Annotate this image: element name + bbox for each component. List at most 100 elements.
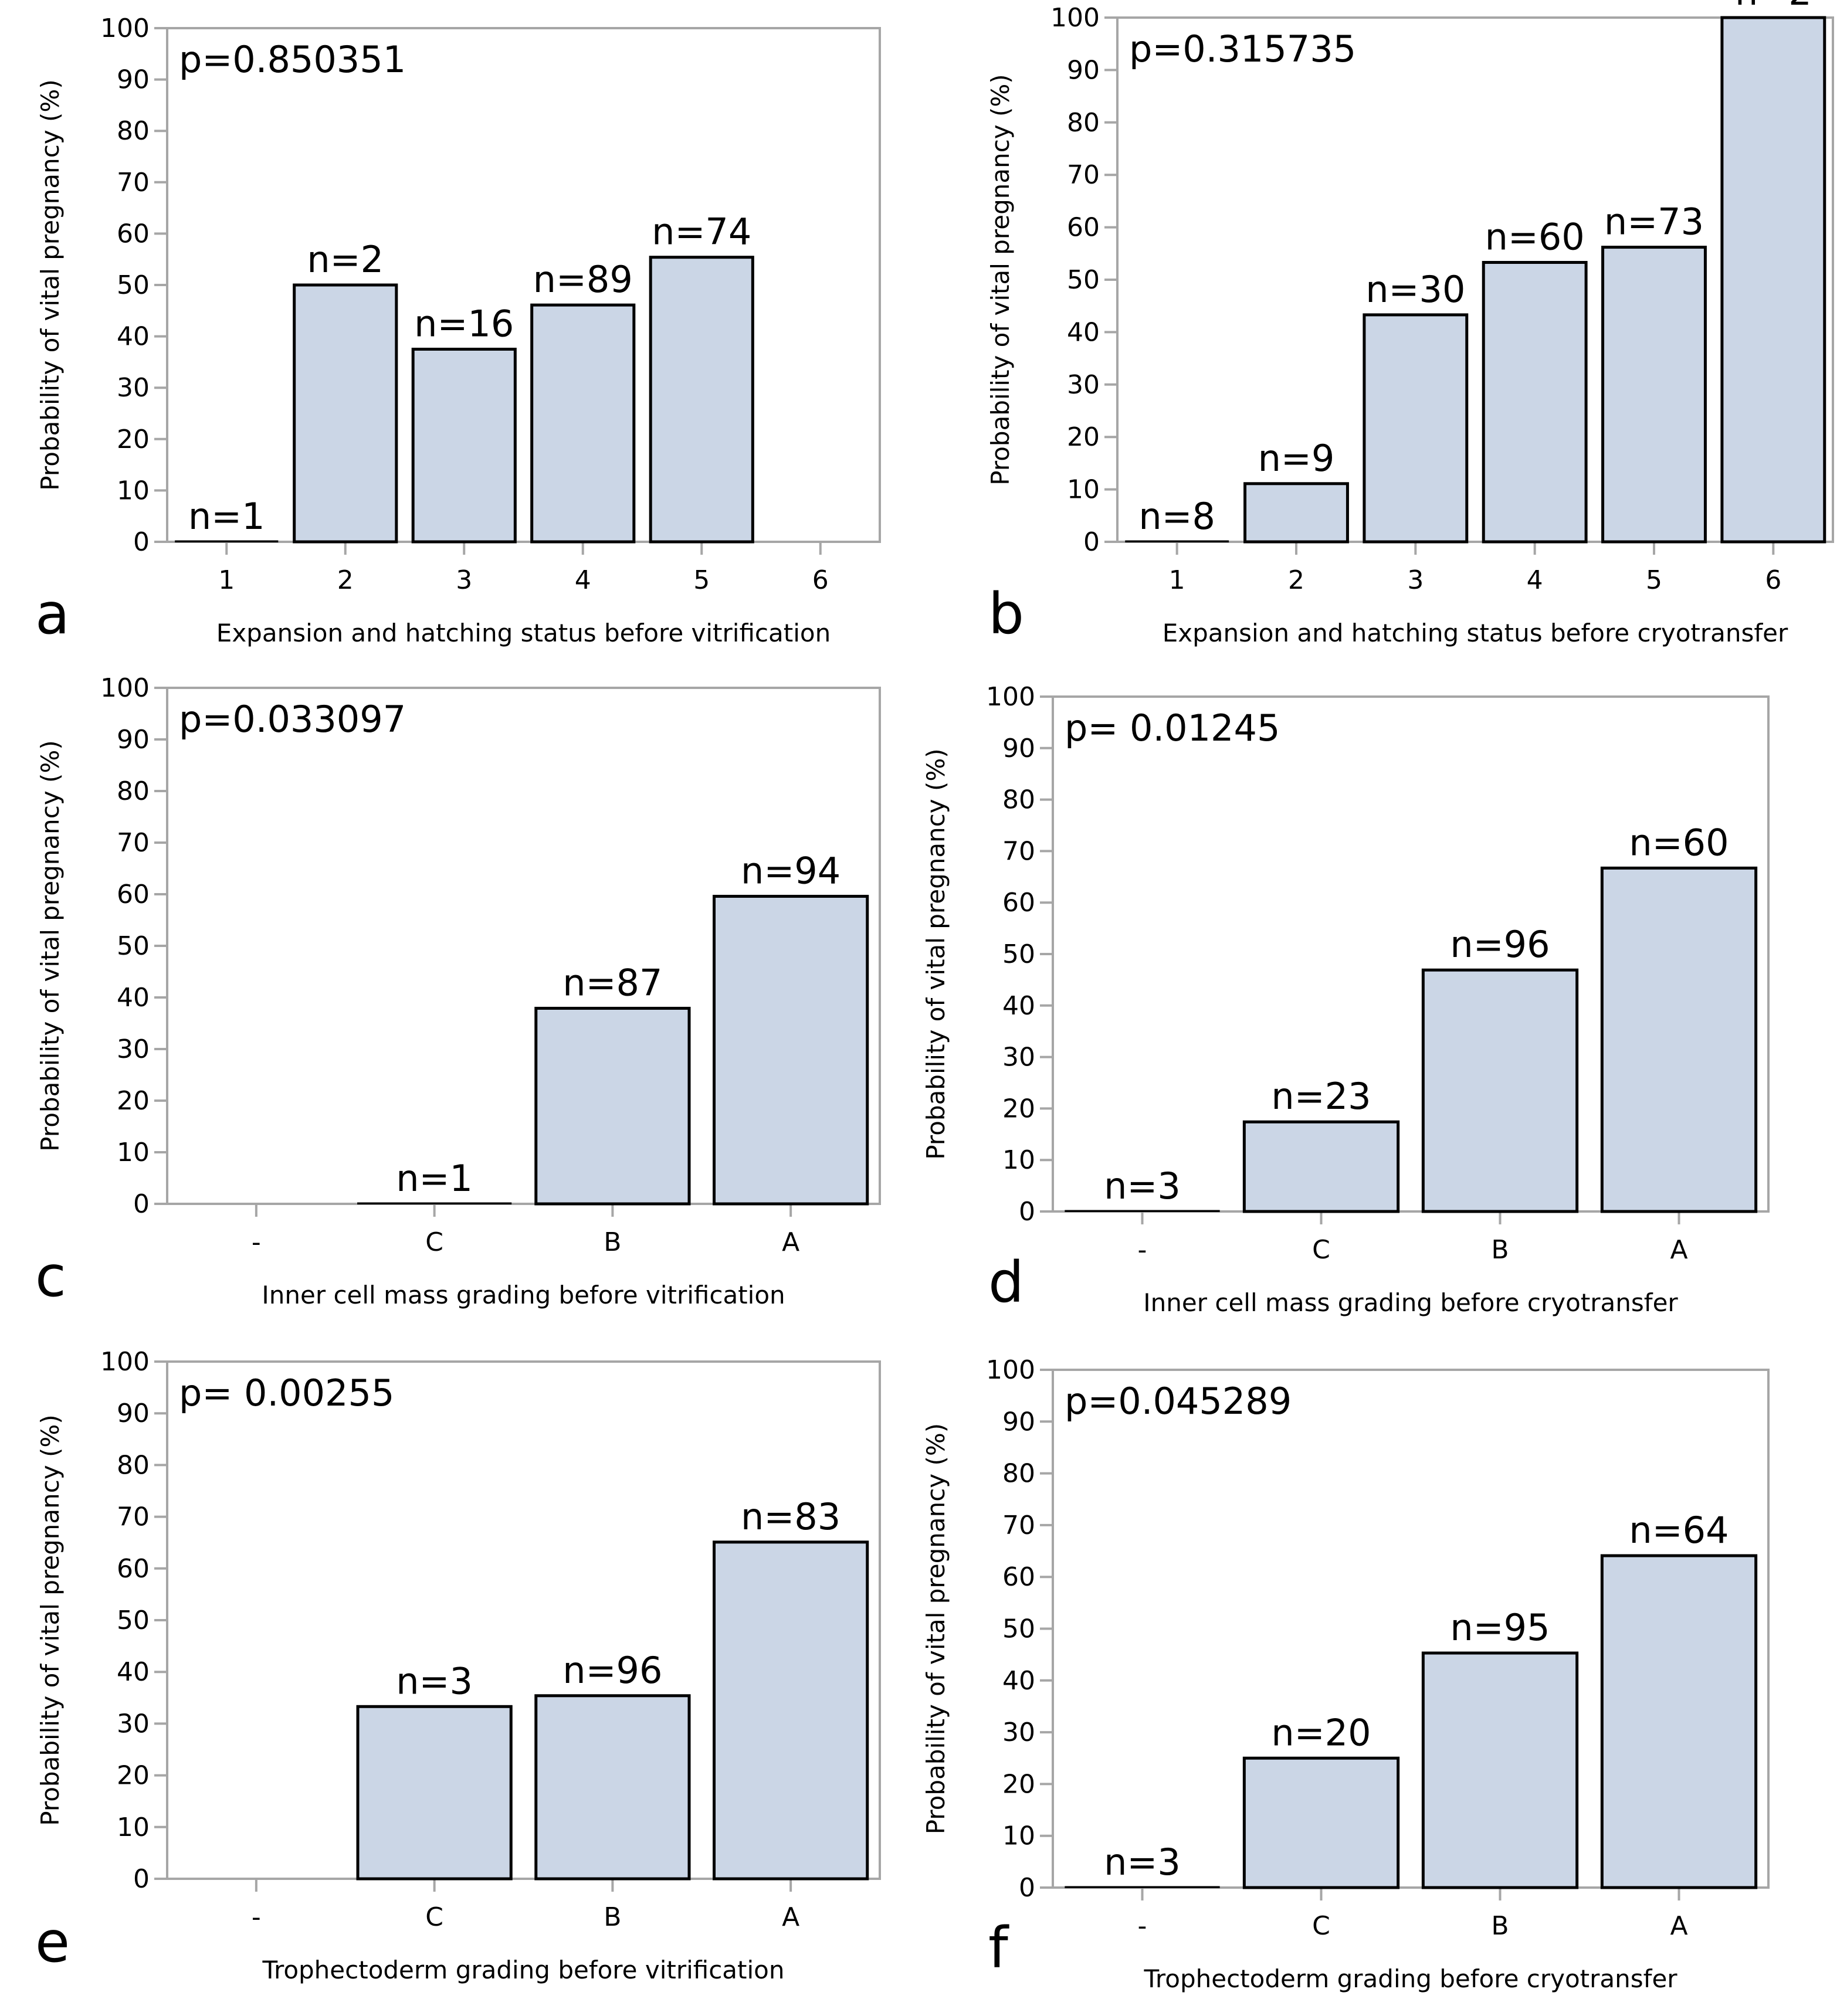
y-tick-label: 60 <box>117 880 150 909</box>
y-tick-label: 20 <box>117 425 150 454</box>
bar-data-label: n=60 <box>1485 215 1585 258</box>
y-tick-label: 20 <box>1002 1094 1035 1124</box>
chart-panel-d: 0 10 20 30 40 50 60 70 80 90 100 - n=3 Cn=23 Bn=96 An=6… <box>921 682 1770 1317</box>
bar-- <box>1065 1210 1220 1212</box>
bar-data-label: n=96 <box>1450 923 1550 966</box>
y-tick-label: 80 <box>1002 785 1035 815</box>
y-tick-label: 10 <box>117 1138 150 1167</box>
y-tick-label: 80 <box>117 116 150 146</box>
bar-data-label: n=73 <box>1604 201 1704 243</box>
bar-data-label: n=96 <box>562 1649 662 1692</box>
bar-data-label: n=3 <box>1104 1841 1181 1883</box>
y-tick-label: 0 <box>1019 1197 1035 1227</box>
y-tick-label: 40 <box>1002 991 1035 1021</box>
chart-panel-f: 0 10 20 30 40 50 60 70 80 90 100 - n=3 Cn=20 Bn=95 An=6… <box>921 1355 1770 1993</box>
y-tick-label: 0 <box>1083 527 1100 557</box>
bar-data-label: n=87 <box>562 961 662 1004</box>
panel-letter: d <box>988 1250 1024 1315</box>
y-tick-label: 50 <box>1002 1614 1035 1644</box>
bar-2 <box>293 283 398 544</box>
bar-data-label: n=23 <box>1271 1075 1371 1118</box>
bar-data-label: n=16 <box>414 303 514 345</box>
bar-data-label: n=94 <box>741 850 841 892</box>
chart-panel-a: 0 10 20 30 40 50 60 70 80 90 100 1 n=1 2 n=2 3 n=16 4 n=89… <box>35 13 881 647</box>
y-tick-label: 10 <box>117 1813 150 1842</box>
y-tick-label: 50 <box>117 931 150 961</box>
y-tick-label: 70 <box>1002 836 1035 866</box>
y-tick-label: 90 <box>117 1399 150 1428</box>
x-axis-title: Expansion and hatching status before vit… <box>216 619 831 647</box>
bar-data-label: n=9 <box>1258 437 1335 480</box>
y-axis-title: Probability of vital pregnancy (%) <box>36 79 65 490</box>
x-tick-label: - <box>1138 1911 1147 1941</box>
bar-A <box>1600 866 1758 1213</box>
y-tick-label: 30 <box>117 1709 150 1739</box>
y-axis-title: Probability of vital pregnancy (%) <box>36 740 65 1151</box>
x-tick-label: 5 <box>693 565 710 595</box>
p-value-annotation: p=0.045289 <box>1065 1380 1292 1423</box>
chart-panel-e: 0 10 20 30 40 50 60 70 80 90 100 - Cn=3 Bn=96 An=83 p= … <box>35 1347 881 1984</box>
y-tick-label: 60 <box>1002 888 1035 918</box>
bar-data-label: n=2 <box>1735 0 1812 13</box>
y-tick-label: 10 <box>1002 1145 1035 1175</box>
y-tick-label: 10 <box>1067 475 1100 505</box>
y-tick-label: 30 <box>117 373 150 403</box>
y-tick-label: 90 <box>1067 55 1100 85</box>
y-tick-label: 0 <box>1019 1873 1035 1903</box>
y-axis-title: Probability of vital pregnancy (%) <box>986 74 1015 485</box>
y-tick-label: 20 <box>117 1761 150 1791</box>
y-tick-label: 40 <box>117 322 150 352</box>
bar-5 <box>1601 246 1707 544</box>
bar-6 <box>1720 16 1826 544</box>
x-tick-label: C <box>425 1902 443 1932</box>
bar-C <box>1242 1120 1400 1213</box>
bar-3 <box>1363 313 1469 544</box>
bar-B <box>1421 968 1579 1213</box>
y-tick-label: 100 <box>986 682 1035 712</box>
y-tick-label: 0 <box>133 1864 150 1894</box>
y-tick-label: 100 <box>100 673 150 703</box>
y-tick-label: 30 <box>117 1034 150 1064</box>
bar-A <box>713 895 869 1206</box>
bar-data-label: n=60 <box>1629 821 1729 864</box>
y-tick-label: 80 <box>117 776 150 806</box>
p-value-annotation: p=0.033097 <box>179 698 406 741</box>
panel-letter: b <box>988 581 1024 647</box>
y-tick-label: 100 <box>986 1355 1035 1385</box>
y-tick-label: 60 <box>1002 1562 1035 1592</box>
y-tick-label: 10 <box>1002 1821 1035 1851</box>
y-tick-label: 90 <box>117 65 150 95</box>
bar-B <box>534 1006 691 1206</box>
x-tick-label: 1 <box>1169 565 1185 595</box>
bar-data-label: n=3 <box>396 1659 473 1702</box>
panel-letter: a <box>35 581 70 647</box>
y-tick-label: 80 <box>1067 108 1100 138</box>
bar-3 <box>411 348 517 544</box>
p-value-annotation: p=0.315735 <box>1129 28 1356 70</box>
bar-B <box>1421 1651 1579 1889</box>
y-axis-title: Probability of vital pregnancy (%) <box>921 748 950 1159</box>
y-tick-label: 40 <box>1002 1666 1035 1696</box>
bar-4 <box>530 303 636 544</box>
x-tick-label: A <box>1670 1911 1687 1941</box>
bar-data-label: n=83 <box>741 1495 841 1538</box>
x-tick-label: 3 <box>456 565 472 595</box>
panel-letter: f <box>988 1915 1009 1981</box>
y-tick-label: 0 <box>133 527 150 557</box>
x-tick-label: 2 <box>337 565 354 595</box>
x-tick-label: C <box>1312 1911 1330 1941</box>
y-tick-label: 60 <box>1067 213 1100 243</box>
x-axis-title: Trophectoderm grading before cryotransfe… <box>1143 1964 1677 1993</box>
y-tick-label: 70 <box>117 828 150 858</box>
x-tick-label: B <box>1491 1235 1509 1265</box>
x-tick-label: A <box>782 1227 799 1257</box>
bar-data-label: n=89 <box>533 258 633 301</box>
p-value-annotation: p= 0.00255 <box>179 1372 394 1414</box>
bar-4 <box>1482 260 1588 544</box>
panel-letter: e <box>35 1909 70 1975</box>
x-axis-title: Inner cell mass grading before cryotrans… <box>1143 1288 1678 1317</box>
bar-B <box>534 1694 691 1881</box>
x-tick-label: 4 <box>1527 565 1543 595</box>
x-tick-label: - <box>1138 1235 1147 1265</box>
bar-data-label: n=95 <box>1450 1606 1550 1649</box>
